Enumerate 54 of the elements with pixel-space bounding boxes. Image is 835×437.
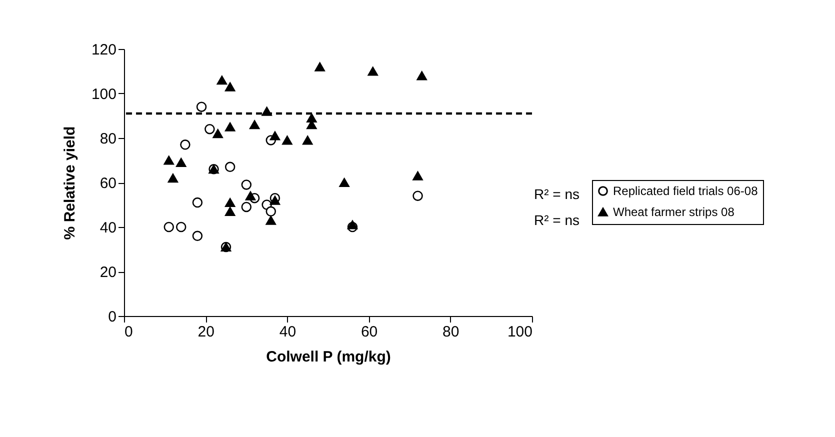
point	[416, 71, 427, 80]
point	[212, 129, 223, 138]
x-tick-label: 40	[279, 324, 296, 340]
point	[245, 191, 256, 200]
y-tick-label: 60	[100, 175, 116, 192]
point	[314, 62, 325, 72]
text: R² = ns	[534, 186, 580, 202]
point	[347, 220, 358, 230]
x-tick-label: 20	[198, 324, 214, 340]
point	[266, 206, 276, 217]
legend-label: Replicated field trials 06-08	[613, 184, 758, 198]
point	[241, 202, 252, 212]
point	[266, 216, 276, 225]
point	[302, 136, 313, 145]
x-axis-title: Colwell P (mg/kg)	[266, 348, 391, 366]
point	[224, 82, 236, 92]
y-tick-label: 40	[100, 220, 116, 236]
point	[196, 102, 207, 112]
y-tick-label: 80	[100, 130, 116, 148]
point	[270, 131, 280, 140]
text: R² = ns	[534, 212, 580, 228]
point	[224, 198, 236, 208]
point	[224, 206, 236, 216]
y-axis-title: % Relative yield	[61, 126, 78, 240]
point	[412, 171, 423, 180]
point	[204, 124, 215, 134]
point	[241, 180, 252, 190]
y-tick-label: 100	[91, 86, 116, 103]
x-tick-label: 80	[442, 324, 460, 340]
y-tick-label: 0	[108, 308, 116, 326]
point	[339, 178, 350, 188]
point	[306, 113, 317, 122]
point	[224, 162, 236, 172]
point	[368, 66, 378, 76]
legend-label: Wheat farmer strips 08	[613, 205, 735, 219]
point	[192, 230, 203, 242]
point	[168, 174, 178, 183]
point	[176, 222, 186, 232]
x-tick-label: 100	[507, 324, 532, 340]
point	[180, 140, 190, 150]
x-tick-label: 60	[360, 324, 378, 340]
point	[192, 197, 203, 208]
point	[176, 158, 186, 167]
point	[164, 222, 174, 232]
point	[224, 122, 236, 132]
point	[270, 196, 280, 205]
point	[412, 190, 423, 201]
y-tick-label: 120	[91, 42, 116, 58]
x-tick-label: 0	[124, 324, 133, 340]
y-tick-label: 20	[100, 264, 116, 281]
point	[282, 136, 292, 145]
point	[216, 76, 228, 85]
point	[164, 156, 174, 165]
point	[249, 120, 260, 130]
